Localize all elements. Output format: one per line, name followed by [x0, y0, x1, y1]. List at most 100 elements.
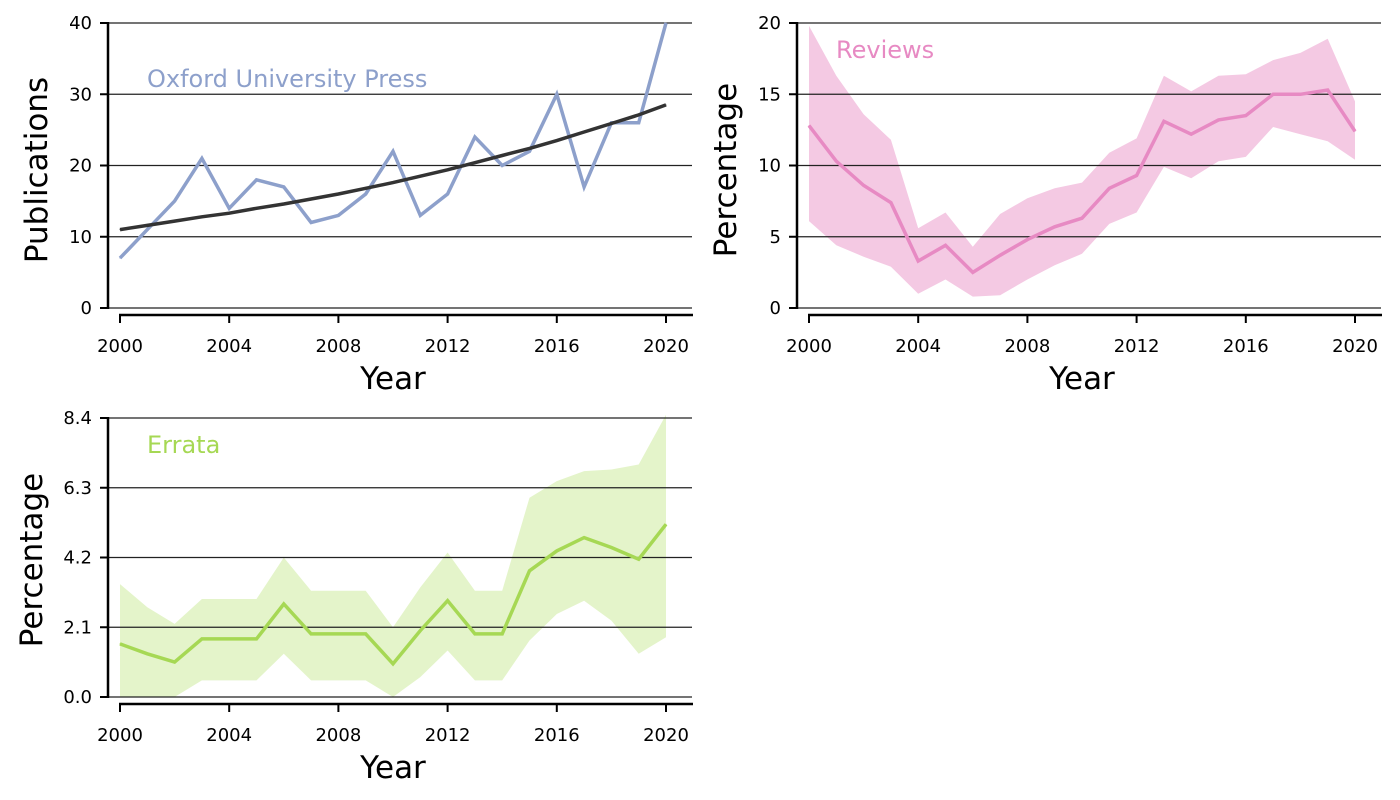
data-point	[392, 182, 394, 184]
data-point	[174, 200, 176, 202]
confidence-band-0	[809, 25, 1355, 297]
y-axis-title: Publications	[19, 77, 55, 263]
data-point	[365, 193, 367, 195]
data-point	[638, 122, 640, 124]
x-tick-label: 2004	[206, 725, 252, 746]
data-point	[310, 633, 312, 635]
data-point	[835, 160, 837, 162]
data-point	[365, 187, 367, 189]
x-tick-label: 2000	[97, 725, 143, 746]
x-tick-label: 2012	[1114, 336, 1160, 357]
data-point	[665, 523, 667, 525]
data-point	[146, 653, 148, 655]
y-tick-label: 0	[81, 298, 92, 319]
series-line-1	[119, 103, 667, 232]
x-axis-title: Year	[359, 361, 426, 397]
data-point	[583, 537, 585, 539]
data-point	[310, 222, 312, 223]
data-point	[638, 114, 640, 116]
data-point	[556, 93, 558, 95]
x-tick-label: 2004	[895, 336, 941, 357]
data-point	[201, 157, 203, 159]
data-point	[119, 643, 121, 645]
data-point	[146, 224, 148, 226]
data-point	[501, 165, 503, 166]
data-point	[1136, 174, 1138, 176]
x-tick-label: 2012	[425, 725, 471, 746]
data-point	[1054, 226, 1056, 228]
panel-reviews: 0 5 10 15 20 2000 2004 2008 2012 2016 2020 Reviews Y…	[708, 13, 1382, 397]
x-tick-label: 2008	[315, 725, 361, 746]
y-tick-label: 10	[69, 227, 92, 248]
data-point	[474, 162, 476, 164]
data-point	[1354, 130, 1356, 132]
x-tick-label: 2020	[643, 725, 689, 746]
data-point	[228, 638, 230, 640]
data-point	[365, 633, 367, 635]
x-tick-label: 2016	[534, 336, 580, 357]
x-tick-label: 2020	[1332, 336, 1378, 357]
data-point	[283, 603, 285, 605]
data-point	[256, 638, 257, 640]
data-point	[174, 661, 176, 663]
data-point	[201, 216, 203, 218]
data-point	[999, 254, 1001, 256]
data-point	[501, 155, 503, 157]
x-axis-title: Year	[359, 750, 426, 786]
data-point	[1245, 115, 1247, 117]
data-point	[556, 550, 558, 552]
y-tick-label: 8.4	[63, 408, 92, 429]
data-point	[228, 212, 230, 214]
data-point	[583, 186, 585, 188]
x-tick-label: 2000	[786, 336, 832, 357]
y-axis-title: Percentage	[708, 83, 744, 257]
data-point	[917, 260, 919, 262]
data-point	[419, 630, 421, 632]
data-point	[474, 136, 476, 138]
x-tick-label: 2004	[206, 336, 252, 357]
data-point	[890, 202, 892, 204]
panel-annotation: Reviews	[836, 36, 934, 64]
data-point	[337, 193, 339, 195]
data-point	[945, 244, 946, 246]
x-tick-label: 2000	[97, 336, 143, 357]
y-tick-label: 0.0	[63, 687, 92, 708]
data-point	[310, 198, 312, 200]
y-tick-label: 30	[69, 84, 92, 105]
x-tick-label: 2008	[315, 336, 361, 357]
data-point	[146, 229, 148, 231]
x-tick-label: 2020	[643, 336, 689, 357]
data-point	[610, 547, 612, 549]
y-tick-label: 6.3	[63, 478, 92, 499]
data-point	[638, 558, 640, 560]
y-tick-label: 2.1	[63, 617, 92, 638]
x-tick-label: 2012	[425, 336, 471, 357]
data-point	[972, 271, 974, 273]
data-point	[392, 663, 394, 665]
data-point	[1163, 120, 1165, 122]
y-tick-label: 20	[69, 156, 92, 177]
data-point	[392, 150, 394, 152]
data-point	[474, 633, 476, 635]
data-point	[1081, 217, 1083, 219]
y-tick-label: 40	[69, 13, 92, 34]
series-line-0	[118, 22, 668, 260]
data-point	[174, 220, 176, 222]
data-point	[583, 131, 585, 133]
y-tick-label: 10	[758, 156, 781, 177]
data-point	[529, 150, 530, 152]
panel-errata: 0.0 2.1 4.2 6.3 8.4 2000 2004 2008 2012 2016 2020 E…	[14, 408, 693, 786]
data-point	[610, 122, 612, 124]
data-point	[419, 214, 421, 216]
data-point	[1108, 187, 1110, 189]
confidence-band-0	[120, 414, 666, 697]
data-point	[447, 193, 449, 195]
data-point	[556, 140, 558, 142]
data-point	[201, 638, 203, 640]
data-point	[1026, 239, 1028, 241]
data-point	[863, 184, 865, 186]
data-point	[665, 22, 667, 24]
data-point	[119, 229, 121, 231]
y-tick-label: 20	[758, 13, 781, 34]
